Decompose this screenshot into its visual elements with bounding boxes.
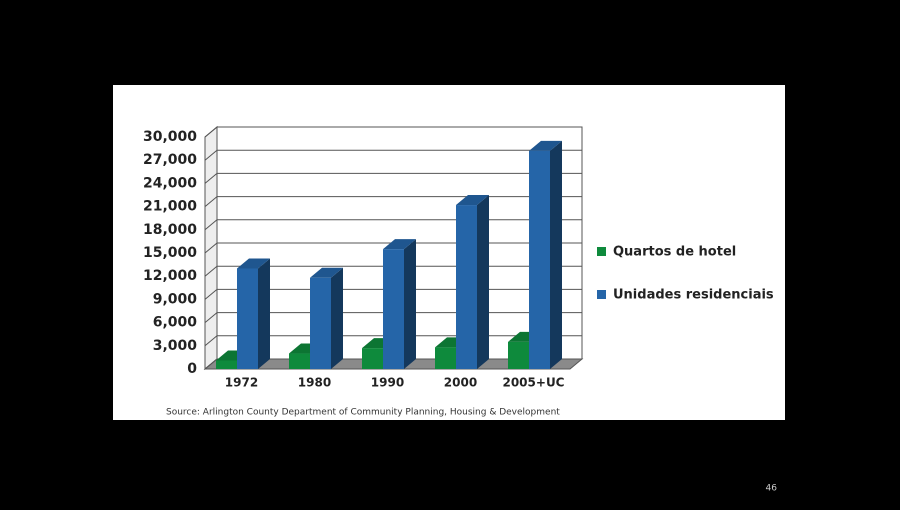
bar-top (310, 267, 343, 278)
grid-line-side (204, 242, 218, 254)
bar (310, 277, 331, 369)
bar-top (529, 140, 562, 151)
grid-line-side (204, 126, 218, 138)
source-note: Source: Arlington County Department of C… (166, 408, 560, 418)
x-tick-label: 1990 (371, 376, 404, 390)
bar-side (477, 195, 489, 369)
y-tick-label: 0 (187, 361, 197, 377)
bar (383, 249, 404, 369)
grid-line-side (204, 312, 218, 323)
grid-line-side (204, 219, 218, 231)
legend-label: Unidades residenciais (613, 288, 774, 303)
bar (456, 205, 477, 369)
bar (529, 150, 550, 369)
y-tick-label: 27,000 (143, 152, 197, 168)
bar (216, 360, 237, 369)
bar-side (258, 258, 270, 369)
grid-line-side (204, 335, 218, 347)
bar-top (237, 258, 270, 269)
bar-side (550, 140, 562, 369)
bar (508, 341, 529, 369)
y-tick-label: 15,000 (143, 245, 197, 261)
y-tick-label: 18,000 (143, 222, 197, 238)
grid-line-side (204, 173, 218, 184)
y-tick-label: 30,000 (143, 129, 197, 145)
bar-side (331, 267, 343, 369)
x-tick-label: 2000 (444, 376, 477, 390)
grid-line-side (204, 265, 218, 277)
bar-side (404, 239, 416, 369)
y-tick-label: 3,000 (153, 338, 198, 354)
y-tick-label: 12,000 (143, 268, 197, 284)
legend-swatch (597, 290, 606, 299)
bar (362, 348, 383, 369)
page-number: 46 (766, 484, 778, 494)
grid-line-side (204, 149, 218, 161)
legend-label: Quartos de hotel (613, 245, 736, 260)
x-tick-label: 1972 (225, 376, 258, 390)
grid-line-side (204, 358, 218, 370)
y-tick-label: 6,000 (153, 315, 198, 331)
y-tick-label: 21,000 (143, 199, 197, 215)
bar-top (383, 239, 416, 250)
legend-swatch (597, 247, 606, 256)
bar-top (456, 195, 489, 206)
bar (435, 347, 456, 369)
bar (289, 353, 310, 369)
x-tick-label: 1980 (298, 376, 331, 390)
y-tick-label: 24,000 (143, 175, 197, 191)
grid-line-side (204, 196, 218, 207)
x-tick-label: 2005+UC (502, 376, 564, 390)
y-tick-label: 9,000 (153, 291, 198, 307)
bar (237, 268, 258, 369)
grid-line-side (204, 289, 218, 300)
